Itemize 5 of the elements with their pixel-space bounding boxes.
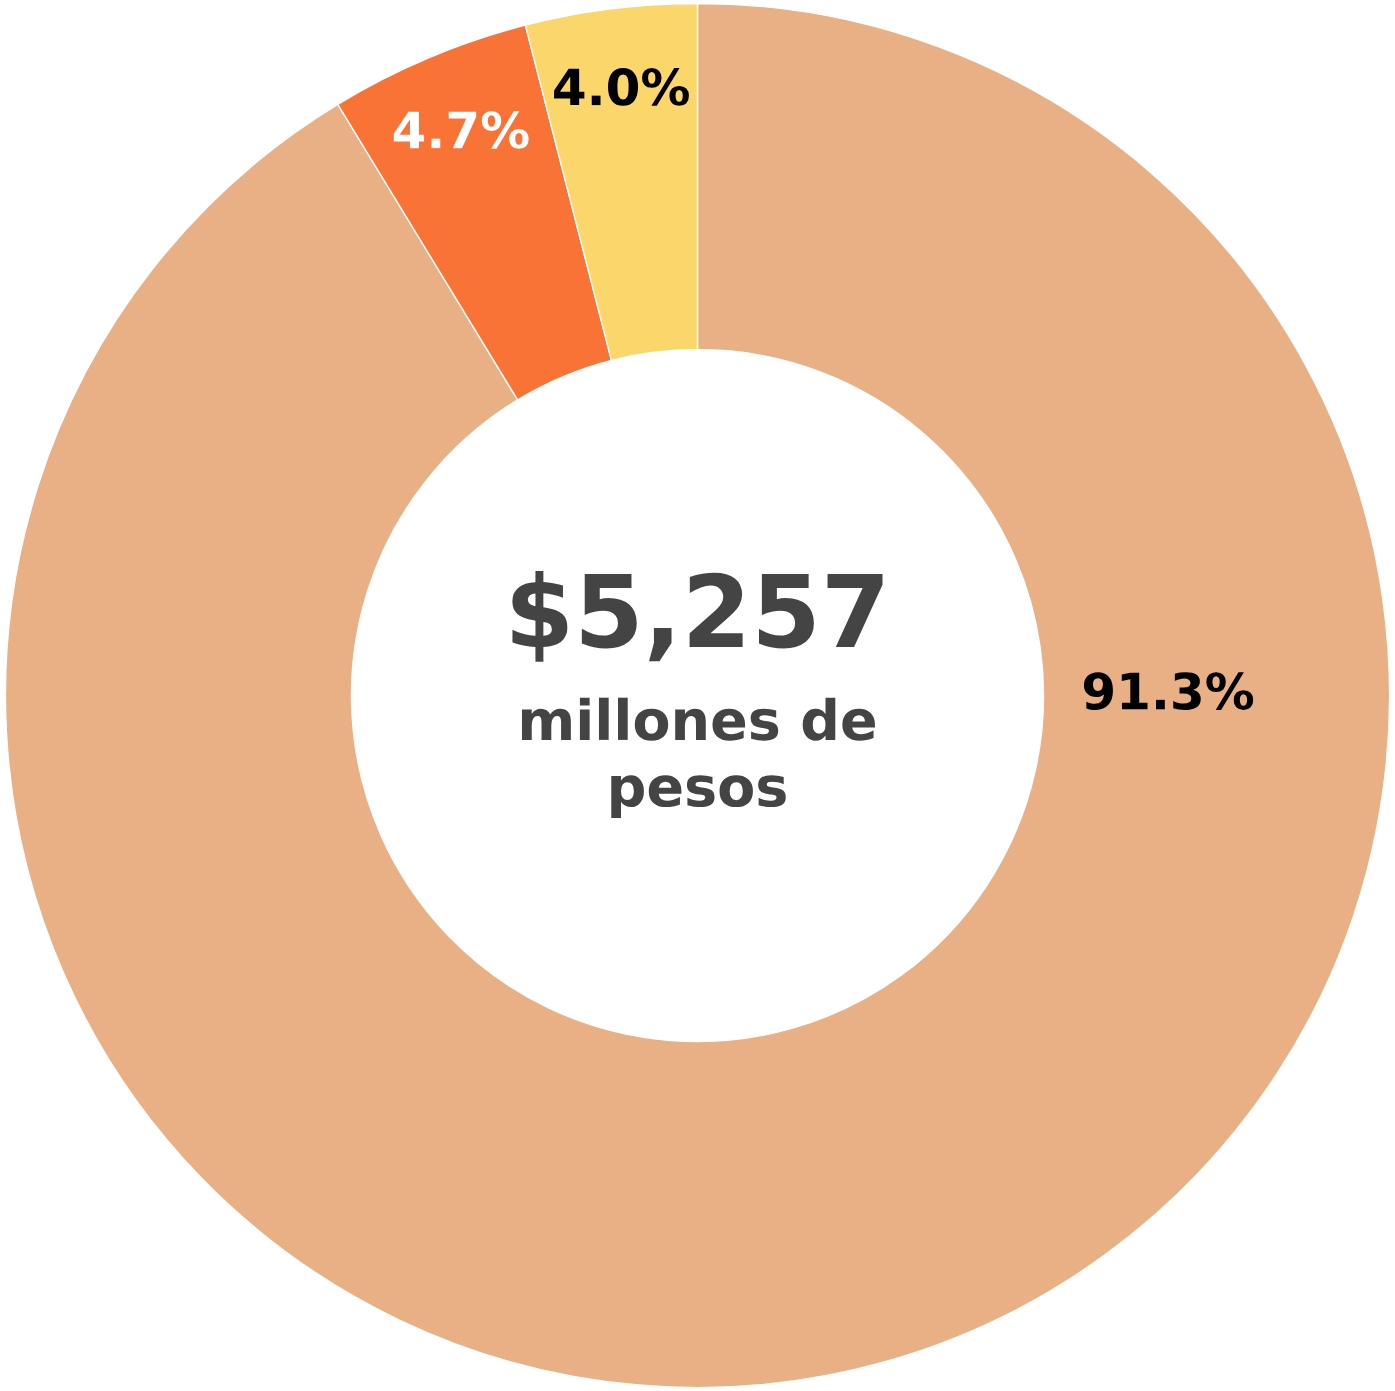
- text: $5,257: [512, 570, 883, 662]
- text: millones de pesos: [521, 697, 875, 818]
- data-label: 91.3%: [1083, 672, 1254, 711]
- data-label: 4.0%: [554, 67, 689, 106]
- data-label: 4.7%: [393, 111, 529, 149]
